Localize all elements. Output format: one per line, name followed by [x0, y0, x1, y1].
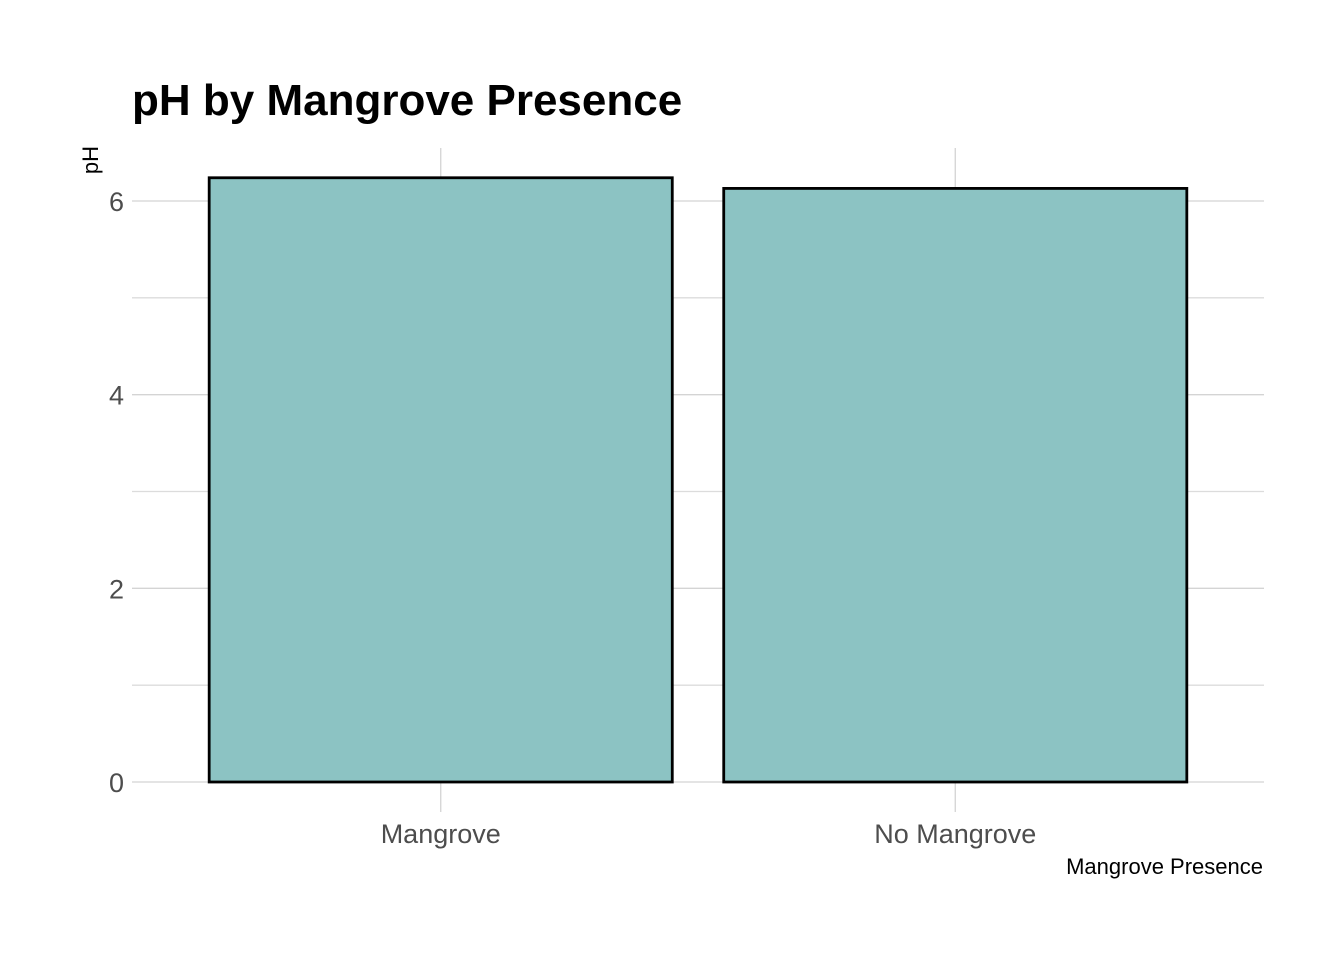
- y-axis-label: pH: [78, 146, 103, 174]
- x-tick-label: No Mangrove: [874, 819, 1036, 849]
- x-axis-label: Mangrove Presence: [1066, 854, 1263, 879]
- chart-title: pH by Mangrove Presence: [132, 76, 682, 125]
- x-tick-label: Mangrove: [381, 819, 501, 849]
- y-tick-label: 6: [109, 187, 124, 217]
- bars: [207, 176, 1189, 784]
- y-tick-label: 2: [109, 574, 124, 604]
- x-axis-ticks: Mangrove No Mangrove: [381, 819, 1037, 849]
- y-tick-label: 4: [109, 381, 124, 411]
- bar-mangrove: [207, 176, 674, 784]
- y-tick-label: 0: [109, 768, 124, 798]
- bar-no-mangrove: [722, 187, 1189, 784]
- y-axis-ticks: 0 2 4 6: [109, 187, 124, 798]
